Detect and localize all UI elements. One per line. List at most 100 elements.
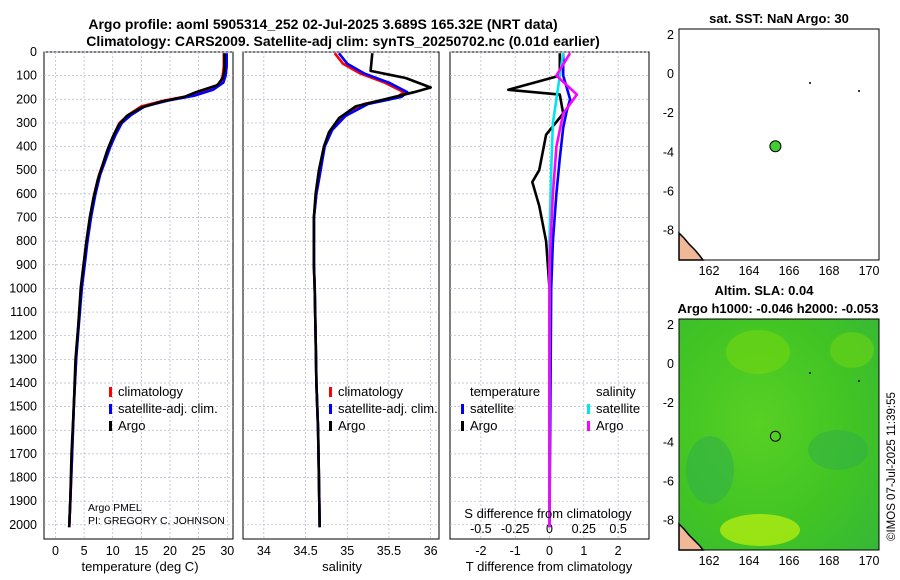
series-line [67,53,226,528]
x-tick-label: 10 [106,544,120,558]
temperature-axis-label: temperature (deg C) [81,559,198,574]
sst-map-land [678,231,705,261]
series-line [67,53,228,528]
map-y-tick-label: 0 [667,67,674,81]
map-y-tick-label: 2 [667,28,674,42]
map-x-tick-label: 166 [779,554,800,568]
map-x-tick-label: 166 [779,264,800,278]
sla-map-blob [726,330,790,374]
map-y-tick-label: -4 [663,145,674,159]
map-y-tick-label: -2 [663,396,674,410]
series-line [548,52,579,528]
imos-watermark: ©IMOS 07-Jul-2025 11:39:55 [886,392,898,541]
depth-tick-label: 1100 [10,305,37,319]
x-tick-label: 0 [546,544,553,558]
legend-label-climatology: climatology [118,384,184,399]
credit-line-1: Argo PMEL [88,502,142,514]
legend-swatch-s-satellite [587,404,590,414]
legend-label-satellite: satellite-adj. clim. [338,401,438,416]
sst-map-island [809,82,811,84]
depth-tick-label: 2000 [9,518,37,532]
series-line [507,53,565,528]
series-line [312,53,432,528]
sla-map-island [858,380,860,382]
difference-series [507,52,579,528]
legend-label-argo: Argo [338,418,365,433]
credit-line-2: PI: GREGORY C. JOHNSON [88,515,225,527]
s-difference-tick-label: 0 [546,522,553,536]
temperature-legend: climatology satellite-adj. clim. Argo [109,384,218,433]
depth-tick-label: 800 [16,234,37,248]
salinity-difference-tick-labels: -0.5 -0.25 0 0.25 0.5 [470,522,627,536]
map-y-tick-label: 2 [667,318,674,332]
map-x-tick-label: 164 [739,264,760,278]
sst-profile-marker [769,140,782,153]
x-tick-label: -2 [475,544,486,558]
sla-map-blob [686,436,734,504]
salinity-axis-label: salinity [322,559,362,574]
salinity-grid [243,51,439,539]
depth-tick-label: 900 [16,258,37,272]
sla-map-title-line-1: Altim. SLA: 0.04 [715,283,815,298]
map-x-tick-label: 170 [859,554,880,568]
legend-title-salinity: salinity [596,384,636,399]
series-line [312,52,406,528]
x-tick-label: 35.5 [377,544,401,558]
depth-tick-label: 200 [16,92,37,106]
title-line-2: Climatology: CARS2009. Satellite-adj cli… [86,33,600,49]
salinity-legend: climatology satellite-adj. clim. Argo [329,384,438,433]
legend-swatch-climatology [109,387,112,397]
map-x-tick-label: 164 [739,554,760,568]
legend-swatch-climatology [329,387,332,397]
series-line [312,52,409,528]
sst-map-island [858,90,860,92]
legend-swatch-s-argo [587,421,590,431]
depth-tick-label: 600 [16,187,37,201]
depth-tick-label: 1400 [9,376,37,390]
legend-label-s-argo: Argo [596,418,623,433]
map-y-tick-label: -8 [663,224,674,238]
map-y-tick-label: -4 [663,435,674,449]
sla-map-blob [720,514,800,546]
sla-map-ticks: 162 164 166 168 170 -8 -6 -4 -2 0 2 [663,318,880,568]
x-tick-label: 5 [81,544,88,558]
depth-tick-label: 400 [16,140,37,154]
temperature-axes-frame [43,51,234,540]
depth-tick-label: 500 [16,163,37,177]
sst-map-ticks: 162 164 166 168 170 -8 -6 -4 -2 0 2 [663,28,880,278]
legend-label-satellite: satellite-adj. clim. [118,401,218,416]
sla-profile-marker [769,430,781,442]
depth-tick-labels: 0 100 200 300 400 500 600 700 800 900 1000 1100 1200… [9,45,37,532]
s-difference-tick-label: -0.25 [501,522,530,536]
x-tick-label: 36 [424,544,438,558]
depth-tick-label: 1600 [9,423,37,437]
depth-tick-label: 0 [30,45,37,59]
sst-map-title: sat. SST: NaN Argo: 30 [709,11,849,26]
sla-map-blob [830,332,874,368]
legend-swatch-satellite [109,404,112,414]
x-tick-label: 34 [257,544,271,558]
depth-tick-label: 700 [16,210,37,224]
depth-tick-label: 1200 [9,329,37,343]
x-tick-label: 20 [163,544,177,558]
salinity-tick-labels: 34 34.5 35 35.5 36 [257,544,438,558]
legend-swatch-t-argo [461,421,464,431]
legend-swatch-t-satellite [461,404,464,414]
legend-label-s-satellite: satellite [596,401,640,416]
difference-tick-labels: -2 -1 0 1 2 [475,544,621,558]
legend-swatch-argo [329,421,332,431]
depth-tick-label: 1900 [9,494,37,508]
legend-label-t-satellite: satellite [470,401,514,416]
x-tick-label: -1 [510,544,521,558]
depth-tick-label: 300 [16,116,37,130]
s-difference-tick-label: -0.5 [470,522,492,536]
title-line-1: Argo profile: aoml 5905314_252 02-Jul-20… [88,16,557,32]
legend-swatch-argo [109,421,112,431]
sla-map-island [809,372,811,374]
x-tick-label: 25 [192,544,206,558]
depth-tick-label: 100 [16,69,37,83]
legend-label-climatology: climatology [338,384,404,399]
map-x-tick-label: 170 [859,264,880,278]
sla-map-land [678,522,705,551]
salinity-axes-frame [242,51,440,540]
